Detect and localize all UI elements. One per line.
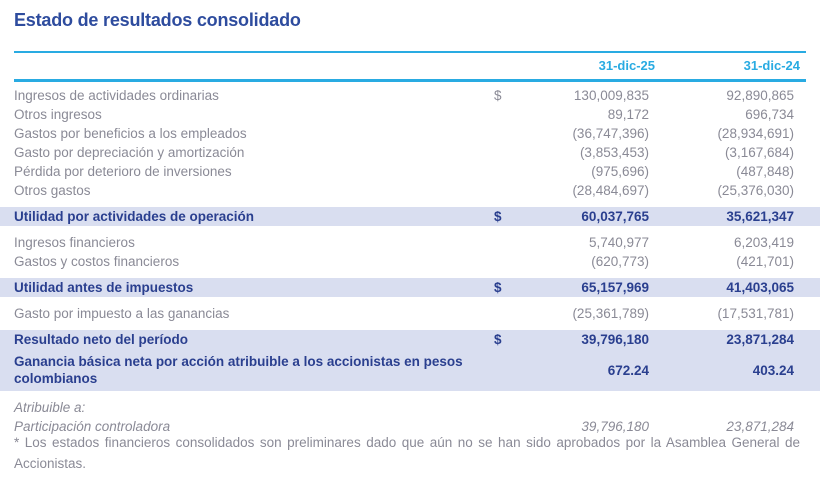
row-value-period-2: (28,934,691) [717, 126, 794, 141]
row-value-period-1: 39,796,180 [581, 419, 649, 434]
table-row: Otros ingresos 89,172 696,734 [0, 105, 820, 124]
row-value-period-2: 23,871,284 [726, 419, 794, 434]
row-label: Otros gastos [14, 183, 91, 198]
row-label: Pérdida por deterioro de inversiones [14, 164, 232, 179]
row-currency-symbol: $ [494, 88, 502, 103]
table-row: Gastos y costos financieros (620,773) (421… [0, 252, 820, 271]
row-label: Resultado neto del período [14, 332, 189, 347]
row-value-period-2: 41,403,065 [726, 280, 794, 295]
row-value-period-1: (28,484,697) [572, 183, 649, 198]
row-value-period-1: 672.24 [607, 362, 649, 378]
row-value-period-1: (36,747,396) [572, 126, 649, 141]
row-value-period-2: (421,701) [736, 254, 794, 269]
row-value-period-2: (25,376,030) [717, 183, 794, 198]
header-rule-top [14, 51, 806, 53]
row-value-period-2: 23,871,284 [726, 332, 794, 347]
row-currency-symbol: $ [494, 209, 502, 224]
row-value-period-1: 89,172 [607, 107, 649, 122]
row-value-period-2: 696,734 [745, 107, 794, 122]
row-value-period-2: (17,531,781) [717, 306, 794, 321]
row-value-period-1: 60,037,765 [581, 209, 649, 224]
row-value-period-1: 65,157,969 [581, 280, 649, 295]
footnote: * Los estados financieros consolidados s… [14, 435, 800, 471]
table-row: Resultado neto del período $39,796,180 23,… [0, 330, 820, 349]
statement-rows: Ingresos de actividades ordinarias $130,0… [0, 86, 820, 436]
row-value-period-2: (487,848) [736, 164, 794, 179]
table-row: Utilidad por actividades de operación $60… [0, 207, 820, 226]
column-header-period-2: 31-dic-24 [743, 58, 800, 73]
table-row: Participación controladora 39,796,180 23,8… [0, 417, 820, 436]
row-label: Gastos y costos financieros [14, 254, 180, 269]
row-value-period-1: 5,740,977 [588, 235, 649, 250]
table-row: Pérdida por deterioro de inversiones (975… [0, 162, 820, 181]
row-value-period-1: (3,853,453) [579, 145, 649, 160]
table-row: Ingresos financieros 5,740,977 6,203,419 [0, 233, 820, 252]
page-title: Estado de resultados consolidado [14, 10, 301, 30]
table-row: Gastos por beneficios a los empleados (36… [0, 124, 820, 143]
row-value-period-2: 403.24 [752, 362, 794, 378]
header-rule-bottom [14, 79, 806, 82]
row-currency-symbol: $ [494, 332, 502, 347]
row-value-period-1: 130,009,835 [573, 88, 649, 103]
row-label: Ingresos financieros [14, 235, 135, 250]
row-value-period-2: 92,890,865 [726, 88, 794, 103]
table-row: Otros gastos (28,484,697) (25,376,030) [0, 181, 820, 200]
row-label: Ingresos de actividades ordinarias [14, 88, 219, 103]
row-currency-symbol: $ [494, 280, 502, 295]
table-row: Atribuible a: [0, 398, 820, 417]
row-label: Utilidad antes de impuestos [14, 280, 194, 295]
row-label: Gasto por impuesto a las ganancias [14, 306, 230, 321]
row-value-period-1: 39,796,180 [581, 332, 649, 347]
table-row: Utilidad antes de impuestos $65,157,969 41… [0, 278, 820, 297]
row-value-period-1: (25,361,789) [572, 306, 649, 321]
row-value-period-2: 35,621,347 [726, 209, 794, 224]
row-label: Otros ingresos [14, 107, 102, 122]
table-row: Gasto por impuesto a las ganancias (25,36… [0, 304, 820, 323]
row-label: Atribuible a: [14, 400, 86, 415]
table-row: Ganancia básica neta por acción atribuib… [0, 349, 820, 391]
row-label: Ganancia básica neta por acción atribuib… [14, 354, 463, 386]
column-header-period-1: 31-dic-25 [598, 58, 655, 73]
row-label: Gastos por beneficios a los empleados [14, 126, 247, 141]
table-row: Ingresos de actividades ordinarias $130,0… [0, 86, 820, 105]
row-value-period-1: (620,773) [591, 254, 649, 269]
row-label: Participación controladora [14, 419, 171, 434]
table-row: Gasto por depreciación y amortización (3,… [0, 143, 820, 162]
row-value-period-1: (975,696) [591, 164, 649, 179]
row-value-period-2: 6,203,419 [733, 235, 794, 250]
row-value-period-2: (3,167,684) [724, 145, 794, 160]
row-label: Utilidad por actividades de operación [14, 209, 255, 224]
row-label: Gasto por depreciación y amortización [14, 145, 245, 160]
